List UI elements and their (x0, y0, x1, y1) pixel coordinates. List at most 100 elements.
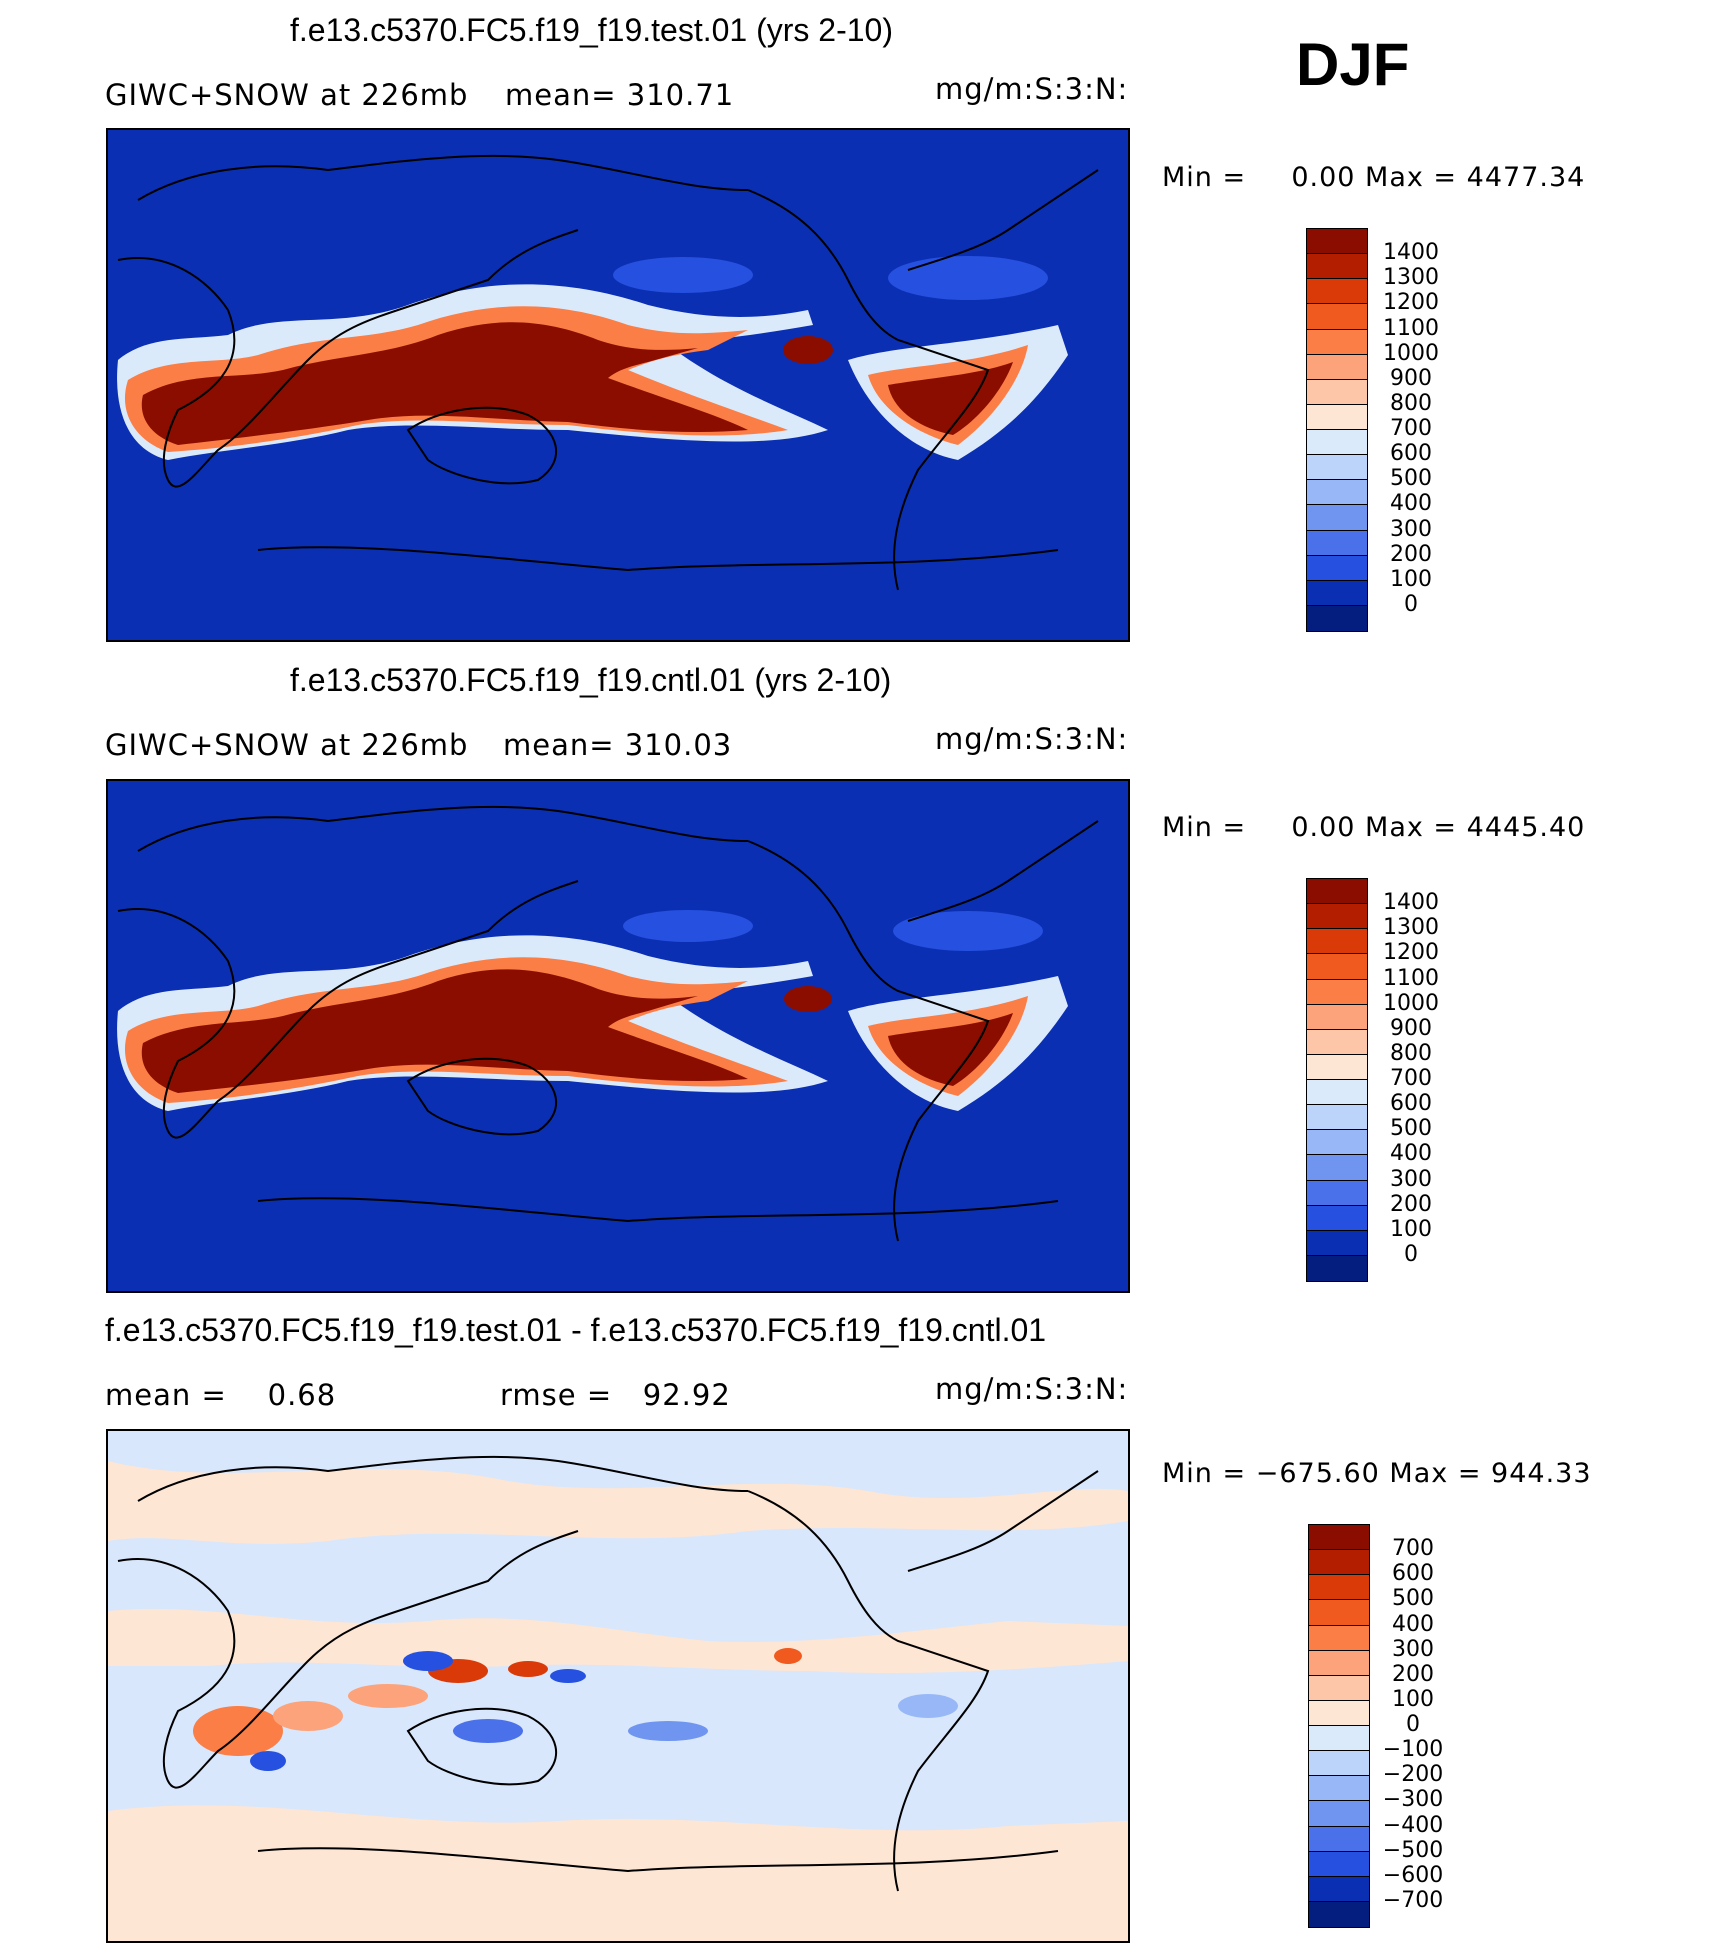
colorbar-swatch (1306, 579, 1368, 607)
panel-3-neg-amazon (898, 1694, 958, 1718)
colorbar-swatch (1308, 1725, 1370, 1752)
panel-2-max-label: Max = (1365, 812, 1458, 843)
panel-2-patch-npacific (623, 910, 753, 942)
colorbar-label: −100 (1382, 1737, 1444, 1763)
colorbar-swatch (1306, 1003, 1368, 1031)
colorbar-swatch (1308, 1599, 1370, 1626)
colorbar-swatch (1306, 529, 1368, 557)
panel-2-min-label: Min = (1162, 812, 1247, 843)
colorbar-swatch (1308, 1674, 1370, 1702)
panel-2-core-pacific (784, 986, 832, 1012)
colorbar-label: 0 (1404, 1241, 1418, 1267)
panel-2-field (117, 910, 1068, 1111)
colorbar-label: 0 (1406, 1712, 1420, 1737)
colorbar-label: 300 (1390, 516, 1432, 542)
colorbar-swatch (1306, 454, 1368, 481)
panel-1-map-svg (108, 130, 1128, 640)
colorbar-swatch (1306, 1179, 1368, 1207)
colorbar-swatch (1306, 1229, 1368, 1257)
panel-2-title: f.e13.c5370.FC5.f19_f19.cntl.01 (yrs 2-1… (290, 662, 892, 698)
colorbar-label: 1200 (1383, 940, 1439, 966)
colorbar-label: 600 (1390, 441, 1432, 467)
panel-2-variable: GIWC+SNOW at 226mb (105, 728, 469, 762)
colorbar-label: 600 (1392, 1561, 1434, 1587)
colorbar-label: −200 (1382, 1762, 1444, 1788)
colorbar-swatch (1306, 903, 1368, 930)
colorbar-label: 100 (1390, 566, 1432, 592)
panel-1-patch-natlantic (888, 256, 1048, 300)
colorbar-swatch (1306, 1053, 1368, 1081)
panel-2-patch-natlantic (893, 911, 1043, 951)
colorbar-label: 1000 (1383, 340, 1439, 366)
colorbar-label: 200 (1390, 1191, 1432, 1217)
colorbar-swatch (1306, 1104, 1368, 1131)
colorbar-label: −400 (1382, 1812, 1444, 1838)
colorbar-swatch (1306, 303, 1368, 330)
colorbar-swatch (1306, 604, 1368, 632)
colorbar-swatch (1306, 878, 1368, 905)
colorbar-label: 400 (1392, 1611, 1434, 1637)
colorbar-swatch (1306, 504, 1368, 531)
colorbar-swatch (1306, 378, 1368, 406)
colorbar-label: 900 (1390, 1015, 1432, 1041)
colorbar-swatch (1308, 1524, 1370, 1551)
colorbar-swatch (1306, 353, 1368, 381)
colorbar-label: 500 (1390, 1116, 1432, 1142)
panel-2-max-value: 4445.40 (1466, 812, 1586, 843)
colorbar-swatch (1306, 1129, 1368, 1156)
colorbar-label: 600 (1390, 1091, 1432, 1117)
panel-3-warm-south (108, 1805, 1128, 1941)
panel-2-minmax: Min = 0.00 Max = 4445.40 (1162, 812, 1585, 843)
colorbar-label: 1000 (1383, 990, 1439, 1016)
colorbar-label: 100 (1392, 1686, 1434, 1712)
colorbar-swatch (1306, 1204, 1368, 1232)
colorbar-swatch (1306, 1028, 1368, 1056)
colorbar-label: 1300 (1383, 265, 1439, 291)
panel-3-neg-africa (250, 1751, 286, 1771)
colorbar-swatch (1308, 1800, 1370, 1827)
panel-3-pos-bay (348, 1684, 428, 1708)
colorbar-swatch (1306, 1079, 1368, 1106)
colorbar-swatch (1306, 928, 1368, 955)
colorbar-swatch (1306, 403, 1368, 431)
panel-1-mean: mean= 310.71 (505, 78, 735, 112)
panel-1-patch-npacific (613, 257, 753, 293)
colorbar-swatch (1308, 1574, 1370, 1601)
panel-1-max-value: 4477.34 (1466, 162, 1586, 193)
panel-1-coastlines (117, 154, 1099, 591)
colorbar-swatch (1308, 1649, 1370, 1677)
colorbar-swatch (1308, 1875, 1370, 1903)
panel-2-units: mg/m:S:3:N: (935, 722, 1129, 756)
panel-2-core-east (888, 1013, 1013, 1086)
colorbar-swatch (1308, 1750, 1370, 1777)
panel-3-max-value: 944.33 (1491, 1458, 1592, 1489)
colorbar-label: 700 (1390, 416, 1432, 441)
colorbar-label: 1400 (1383, 240, 1439, 266)
panel-3-map-svg (108, 1431, 1128, 1941)
panel-3-pos-indian (273, 1701, 343, 1731)
panel-1-variable: GIWC+SNOW at 226mb (105, 78, 469, 112)
panel-3-colorbar: 700 600 500 400 300 200 100 0 −100 −200 −300 −400 −5… (1308, 1524, 1456, 1928)
colorbar-label: −300 (1382, 1787, 1444, 1813)
colorbar-swatch (1308, 1624, 1370, 1652)
colorbar-label: 1400 (1383, 890, 1439, 916)
panel-3-neg-philippine (550, 1669, 586, 1683)
colorbar-swatch (1308, 1775, 1370, 1802)
panel-1-min-value: 0.00 (1291, 162, 1356, 193)
panel-2-map (106, 779, 1130, 1293)
panel-3-units: mg/m:S:3:N: (935, 1372, 1129, 1406)
colorbar-swatch (1306, 953, 1368, 980)
colorbar-swatch (1306, 554, 1368, 582)
panel-2-colorbar: 1400 1300 1200 1100 1000 900 800 700 600 500 400 30… (1306, 878, 1454, 1282)
colorbar-swatch (1306, 1154, 1368, 1181)
colorbar-swatch (1308, 1699, 1370, 1727)
colorbar-label: 100 (1390, 1216, 1432, 1242)
colorbar-label: 800 (1390, 390, 1432, 416)
panel-3-neg-spcz (628, 1721, 708, 1741)
panel-3-neg-china-sea (403, 1651, 453, 1671)
colorbar-swatch (1306, 253, 1368, 280)
panel-3-pos-maritime-2 (508, 1661, 548, 1677)
colorbar-label: 500 (1392, 1586, 1434, 1612)
panel-1-map (106, 128, 1130, 642)
colorbar-swatch (1306, 479, 1368, 506)
